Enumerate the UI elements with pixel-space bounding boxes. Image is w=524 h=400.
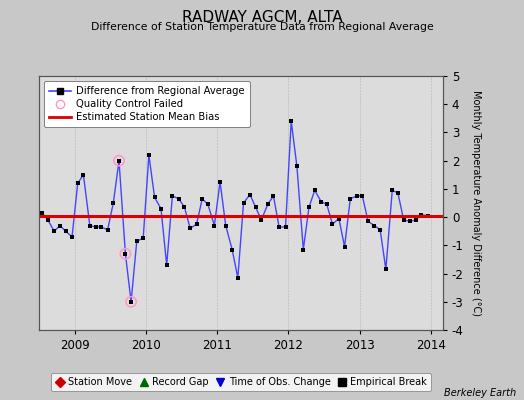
Point — [299, 246, 308, 253]
Point — [399, 217, 408, 223]
Text: Difference of Station Temperature Data from Regional Average: Difference of Station Temperature Data f… — [91, 22, 433, 32]
Point — [38, 210, 46, 216]
Point — [311, 187, 319, 194]
Point — [394, 190, 402, 196]
Point — [168, 193, 177, 199]
Point — [346, 196, 354, 202]
Point — [257, 217, 266, 223]
Point — [239, 200, 248, 206]
Point — [127, 298, 135, 305]
Point — [115, 158, 123, 164]
Text: Berkeley Earth: Berkeley Earth — [444, 388, 516, 398]
Point — [192, 221, 201, 227]
Point — [68, 234, 76, 240]
Point — [281, 224, 290, 230]
Point — [56, 222, 64, 229]
Point — [246, 191, 254, 198]
Point — [216, 179, 224, 185]
Point — [323, 201, 331, 208]
Point — [50, 228, 59, 234]
Point — [269, 193, 278, 199]
Point — [73, 180, 82, 186]
Point — [97, 224, 105, 230]
Point — [186, 225, 194, 232]
Text: RADWAY AGCM, ALTA: RADWAY AGCM, ALTA — [182, 10, 342, 25]
Point — [417, 212, 425, 218]
Point — [150, 194, 159, 200]
Point — [121, 250, 129, 257]
Point — [222, 222, 230, 229]
Point — [157, 206, 165, 212]
Point — [145, 152, 153, 158]
Legend: Station Move, Record Gap, Time of Obs. Change, Empirical Break: Station Move, Record Gap, Time of Obs. C… — [51, 373, 431, 391]
Point — [85, 222, 94, 229]
Point — [370, 222, 379, 229]
Point — [388, 187, 397, 194]
Point — [79, 172, 88, 178]
Point — [174, 196, 183, 202]
Y-axis label: Monthly Temperature Anomaly Difference (°C): Monthly Temperature Anomaly Difference (… — [471, 90, 481, 316]
Point — [210, 222, 219, 229]
Point — [335, 215, 343, 222]
Point — [133, 238, 141, 244]
Legend: Difference from Regional Average, Quality Control Failed, Estimated Station Mean: Difference from Regional Average, Qualit… — [45, 81, 250, 127]
Point — [353, 193, 361, 199]
Point — [252, 204, 260, 210]
Point — [423, 212, 432, 219]
Point — [317, 198, 325, 205]
Point — [358, 193, 367, 199]
Point — [264, 201, 272, 208]
Point — [364, 218, 372, 224]
Point — [121, 250, 129, 257]
Point — [180, 204, 189, 210]
Point — [103, 227, 112, 233]
Point — [406, 218, 414, 224]
Point — [228, 246, 236, 253]
Point — [234, 274, 242, 281]
Point — [381, 266, 390, 272]
Point — [91, 224, 100, 230]
Point — [329, 221, 337, 227]
Point — [43, 217, 52, 223]
Point — [341, 244, 349, 250]
Point — [287, 118, 296, 124]
Point — [198, 196, 206, 202]
Point — [109, 200, 117, 206]
Point — [127, 298, 135, 305]
Point — [162, 262, 171, 268]
Point — [61, 228, 70, 234]
Point — [305, 204, 313, 210]
Point — [139, 235, 147, 242]
Point — [115, 158, 123, 164]
Point — [204, 201, 212, 208]
Point — [293, 163, 301, 170]
Point — [411, 217, 420, 223]
Point — [376, 227, 384, 233]
Point — [275, 224, 283, 230]
